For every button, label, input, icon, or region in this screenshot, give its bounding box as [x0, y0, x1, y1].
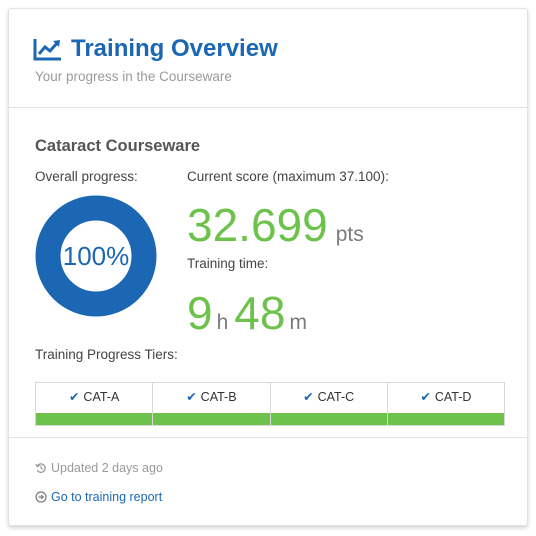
title-row: Training Overview [33, 37, 278, 61]
footer-divider [9, 437, 527, 438]
tier-progress-bar [270, 413, 387, 425]
line-chart-icon [33, 39, 61, 61]
tier-label: CAT-A [83, 390, 120, 404]
time-hours: 9 [187, 287, 213, 339]
progress-percent: 100% [62, 240, 130, 271]
tier-label: CAT-D [434, 390, 472, 404]
check-icon: ✔ [420, 390, 431, 404]
progress-donut [35, 195, 157, 317]
training-time-display: 9 h 48 m [187, 289, 313, 337]
page-title: Training Overview [71, 35, 278, 62]
updated-status: Updated 2 days ago [35, 461, 163, 475]
current-score-label: Current score (maximum 37.100): [187, 169, 389, 184]
tier-progress-bar [36, 413, 153, 425]
score-display: 32.699 pts [187, 201, 364, 249]
score-unit: pts [335, 223, 364, 246]
score-value: 32.699 [187, 199, 328, 251]
history-icon [35, 463, 46, 473]
time-minutes: 48 [234, 287, 286, 339]
time-hours-unit: h [216, 311, 229, 334]
tier-cat-a: ✔ CAT-A [36, 383, 154, 425]
training-time-label: Training time: [187, 256, 269, 271]
tier-progress-bar [387, 413, 504, 425]
tier-label: CAT-C [317, 390, 355, 404]
check-icon: ✔ [186, 390, 197, 404]
page-subtitle: Your progress in the Courseware [35, 69, 232, 84]
progress-tiers: ✔ CAT-A ✔ CAT-B ✔ CAT-C ✔ CAT-D [35, 382, 505, 426]
tier-cat-b: ✔ CAT-B [153, 383, 271, 425]
arrow-circle-right-icon [35, 491, 47, 503]
training-overview-card: Training Overview Your progress in the C… [8, 8, 528, 526]
tier-cat-c: ✔ CAT-C [270, 383, 388, 425]
card-header: Training Overview Your progress in the C… [9, 9, 527, 108]
time-minutes-unit: m [289, 311, 307, 334]
check-icon: ✔ [68, 390, 80, 404]
tier-progress-bar [153, 413, 270, 425]
tier-label: CAT-B [200, 390, 237, 404]
training-report-link-text[interactable]: Go to training report [51, 490, 163, 504]
course-name: Cataract Courseware [35, 137, 201, 155]
updated-text: Updated 2 days ago [51, 461, 163, 475]
overall-progress-label: Overall progress: [35, 169, 138, 184]
training-report-link[interactable]: Go to training report [35, 490, 162, 504]
tiers-label: Training Progress Tiers: [35, 347, 178, 362]
tier-cat-d: ✔ CAT-D [387, 383, 504, 425]
check-icon: ✔ [303, 390, 314, 404]
